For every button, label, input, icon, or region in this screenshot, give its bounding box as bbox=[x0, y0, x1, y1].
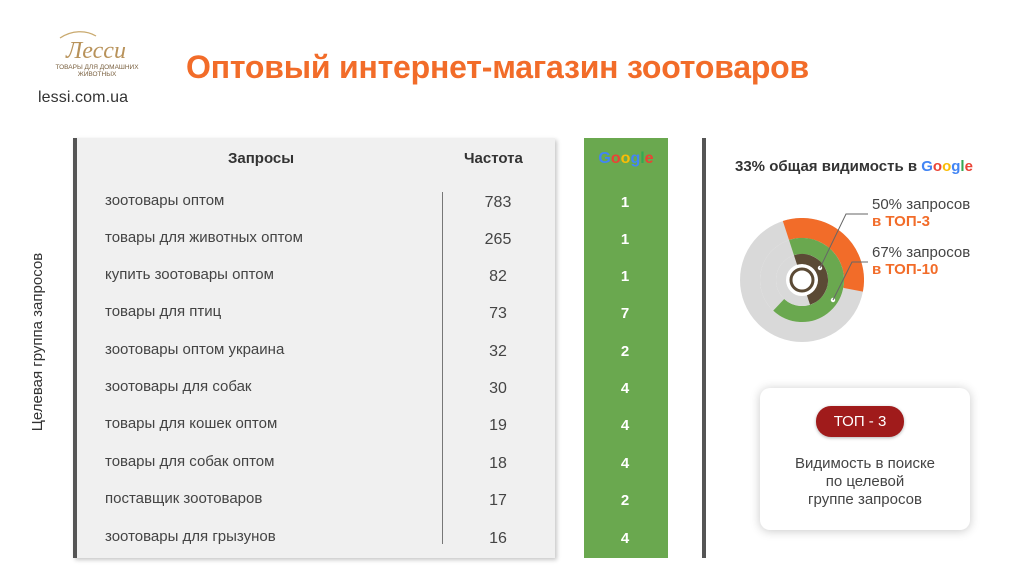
logo-wordmark: Лесси bbox=[65, 38, 126, 64]
table-row: зоотовары для грызунов 16 4 bbox=[0, 519, 660, 556]
top10-marker bbox=[830, 297, 836, 303]
query-cell: зоотовары для собак bbox=[105, 378, 252, 395]
query-cell: зоотовары оптом украина bbox=[105, 341, 285, 358]
google-letter: G bbox=[598, 150, 611, 167]
frequency-cell: 73 bbox=[489, 305, 507, 322]
logo-tagline-2: ЖИВОТНЫХ bbox=[78, 71, 117, 78]
query-cell: зоотовары оптом bbox=[105, 192, 225, 209]
page-title: Оптовый интернет-магазин зоотоваров bbox=[186, 49, 810, 85]
table-row: зоотовары оптом украина 32 2 bbox=[0, 332, 660, 369]
google-position-cell: 4 bbox=[620, 417, 630, 434]
frequency-cell: 82 bbox=[489, 268, 507, 285]
google-letter: o bbox=[610, 150, 621, 167]
google-position-cell: 1 bbox=[620, 231, 630, 248]
donut-center bbox=[789, 267, 815, 293]
google-position-cell: 1 bbox=[620, 268, 630, 285]
top10-annotation: 67% запросов в ТОП-10 bbox=[872, 244, 970, 278]
google-letter: e bbox=[964, 158, 973, 175]
table-row: зоотовары для собак 30 4 bbox=[0, 369, 660, 406]
frequency-cell: 32 bbox=[489, 343, 507, 360]
top3-annotation: 50% запросов в ТОП-3 bbox=[872, 196, 970, 230]
google-letter: l bbox=[960, 158, 965, 175]
google-position-cell: 4 bbox=[620, 455, 630, 472]
table-row: поставщик зоотоваров 17 2 bbox=[0, 481, 660, 518]
top3-badge: ТОП - 3 bbox=[816, 406, 904, 437]
google-letter: o bbox=[942, 158, 952, 175]
google-position-cell: 2 bbox=[620, 492, 630, 509]
header-queries: Запросы bbox=[228, 150, 295, 167]
brand-logo: Лесси ТОВАРЫ ДЛЯ ДОМАШНИХ ЖИВОТНЫХ bbox=[52, 28, 142, 80]
query-cell: товары для животных оптом bbox=[105, 229, 303, 246]
table-row: товары для животных оптом 265 1 bbox=[0, 220, 660, 257]
query-cell: товары для птиц bbox=[105, 303, 222, 320]
google-letter: o bbox=[620, 150, 631, 167]
table-row: зоотовары оптом 783 1 bbox=[0, 183, 660, 220]
google-position-cell: 4 bbox=[620, 530, 630, 547]
query-cell: купить зоотовары оптом bbox=[105, 266, 274, 283]
google-position-cell: 2 bbox=[620, 343, 630, 360]
frequency-cell: 30 bbox=[489, 380, 507, 397]
frequency-cell: 265 bbox=[484, 231, 512, 248]
table-row: товары для кошек оптом 19 4 bbox=[0, 406, 660, 443]
google-letter: o bbox=[932, 158, 943, 175]
frequency-cell: 17 bbox=[489, 492, 507, 509]
card-description: Видимость в поиске по целевой группе зап… bbox=[760, 455, 970, 509]
logo-tagline-1: ТОВАРЫ ДЛЯ ДОМАШНИХ bbox=[55, 64, 139, 71]
google-position-cell: 1 bbox=[620, 194, 630, 211]
frequency-cell: 19 bbox=[489, 417, 507, 434]
google-letter: g bbox=[630, 150, 641, 167]
query-cell: товары для кошек оптом bbox=[105, 415, 278, 432]
visibility-title: 33% общая видимость в Google bbox=[735, 158, 973, 175]
frequency-cell: 783 bbox=[484, 194, 512, 211]
table-row: товары для собак оптом 18 4 bbox=[0, 444, 660, 481]
site-url[interactable]: lessi.com.ua bbox=[38, 89, 129, 106]
top3-label: в ТОП-3 bbox=[872, 213, 930, 230]
card-line-3: группе запросов bbox=[808, 491, 922, 508]
header-frequency: Частота bbox=[464, 150, 523, 167]
ring-arc-top-3 bbox=[793, 254, 828, 305]
header-google: Google bbox=[584, 150, 668, 168]
query-cell: поставщик зоотоваров bbox=[105, 490, 263, 507]
table-row: товары для птиц 73 7 bbox=[0, 294, 660, 331]
frequency-cell: 16 bbox=[489, 530, 507, 547]
card-line-1: Видимость в поиске bbox=[794, 455, 936, 472]
top3-percent: 50% запросов bbox=[872, 196, 971, 213]
google-letter: G bbox=[921, 158, 933, 175]
section-separator bbox=[702, 138, 706, 558]
query-cell: зоотовары для грызунов bbox=[105, 528, 276, 545]
google-position-cell: 7 bbox=[620, 305, 630, 322]
google-letter: l bbox=[640, 150, 645, 167]
top10-label: в ТОП-10 bbox=[872, 261, 939, 278]
google-position-column bbox=[584, 138, 668, 558]
card-line-2: по целевой bbox=[825, 473, 905, 490]
frequency-cell: 18 bbox=[489, 455, 507, 472]
google-letter: g bbox=[951, 158, 961, 175]
top10-percent: 67% запросов bbox=[872, 244, 971, 261]
table-row: купить зоотовары оптом 82 1 bbox=[0, 257, 660, 294]
google-letter: e bbox=[644, 150, 654, 167]
column-divider bbox=[442, 192, 443, 544]
visibility-donut bbox=[740, 218, 864, 342]
visibility-title-text: 33% общая видимость в bbox=[735, 158, 922, 175]
top3-marker bbox=[817, 265, 823, 271]
query-cell: товары для собак оптом bbox=[105, 453, 275, 470]
google-position-cell: 4 bbox=[620, 380, 630, 397]
queries-table-panel bbox=[73, 138, 555, 558]
